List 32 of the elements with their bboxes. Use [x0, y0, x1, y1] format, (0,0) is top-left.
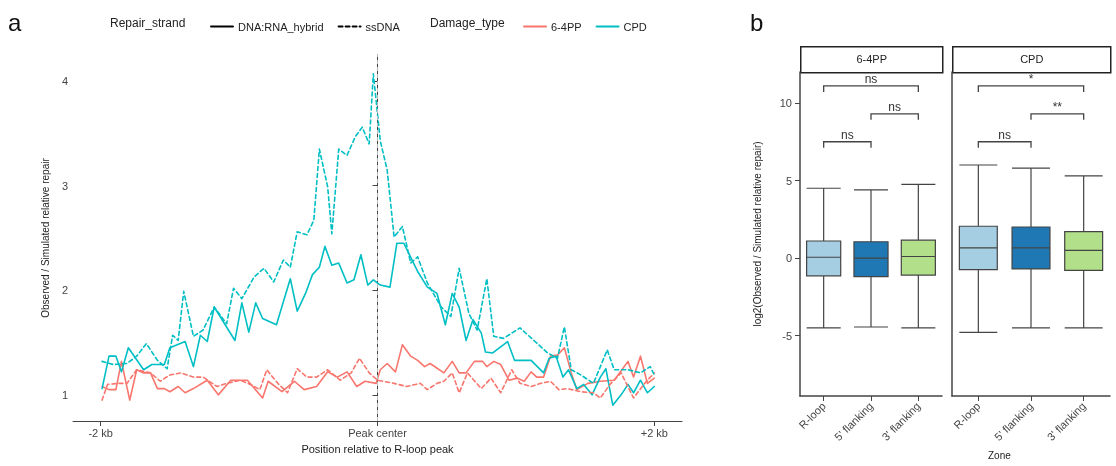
text: Damage_type: [430, 16, 506, 30]
y-tick-label: 4: [61, 75, 68, 88]
annotation: ns: [998, 127, 1012, 142]
x-axis-title: Zone: [988, 449, 1012, 461]
y-axis-title: log2(Observed / Simulated relative repair): [751, 141, 763, 327]
y-tick-label: -5: [782, 329, 792, 342]
annotation: *: [1028, 71, 1034, 86]
annotation: ns: [840, 127, 854, 142]
legend-label: 6-4PP: [551, 20, 582, 33]
y-axis-title: Observed / Simulated relative repair: [40, 157, 52, 318]
y-tick-label: 1: [61, 388, 68, 401]
y-tick-label: 0: [785, 252, 792, 265]
legend-label: ssDNA: [365, 20, 401, 33]
line-series: [101, 343, 656, 401]
chart-title: CPD: [1020, 53, 1044, 66]
x-tick-label: -2 kb: [88, 426, 113, 439]
y-tick-label: 3: [61, 179, 68, 192]
text: a: [8, 8, 22, 36]
x-tick-label: Peak center: [348, 426, 408, 439]
legend-label: DNA:RNA_hybrid: [238, 20, 324, 33]
legend-title: Repair_strand: [110, 16, 186, 30]
annotation: **: [1052, 99, 1063, 114]
text: b: [750, 8, 764, 36]
y-tick-label: 2: [61, 284, 68, 297]
chart-title: 6-4PP: [856, 53, 888, 66]
legend-label: CPD: [623, 20, 647, 33]
annotation: ns: [864, 71, 878, 86]
y-tick-label: 5: [785, 174, 792, 187]
y-tick-label: 10: [779, 97, 792, 109]
x-axis-title: Position relative to R-loop peak: [301, 442, 455, 455]
annotation: ns: [888, 99, 902, 114]
x-tick-label: +2 kb: [640, 426, 668, 439]
